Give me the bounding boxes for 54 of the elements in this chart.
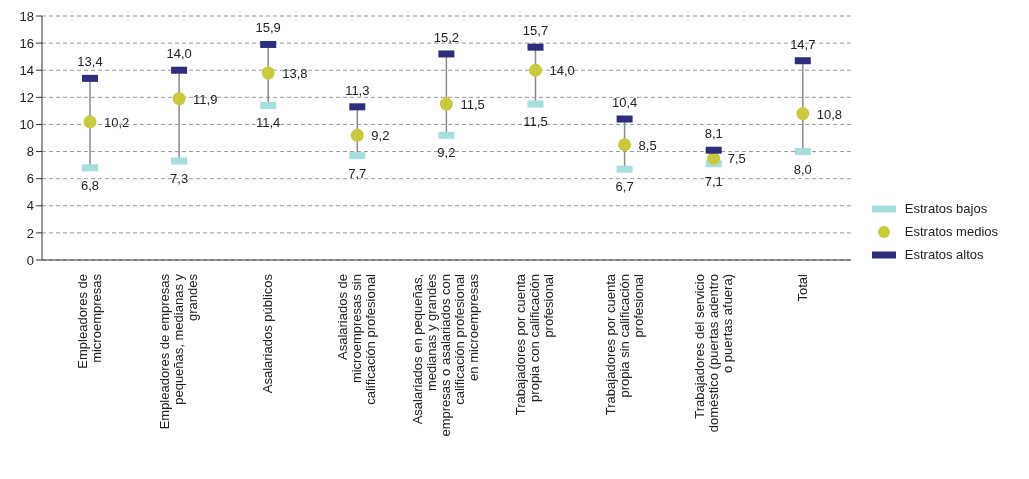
data-label: 6,7 xyxy=(615,179,634,195)
data-label: 10,4 xyxy=(611,95,638,111)
data-label: 9,2 xyxy=(371,128,390,144)
data-label: 7,7 xyxy=(348,165,367,181)
y-tick-label: 18 xyxy=(19,8,34,24)
y-tick-label: 0 xyxy=(26,252,34,268)
legend-label: Estratos altos xyxy=(903,247,985,262)
y-tick-label: 12 xyxy=(19,89,34,105)
data-label: 11,9 xyxy=(193,91,218,107)
data-label: 10,8 xyxy=(816,106,843,122)
data-label: 15,7 xyxy=(522,23,549,39)
data-label: 13,8 xyxy=(282,65,308,81)
data-label: 11,5 xyxy=(523,114,548,130)
point xyxy=(618,138,632,152)
data-label: 14,0 xyxy=(549,63,575,79)
data-label: 8,1 xyxy=(704,126,723,142)
y-tick-label: 14 xyxy=(19,62,34,78)
point xyxy=(529,63,542,77)
legend-label: Estratos bajos xyxy=(903,201,989,216)
data-label: 8,0 xyxy=(793,161,812,177)
y-tick-label: 2 xyxy=(26,225,34,241)
data-label: 15,9 xyxy=(255,20,281,36)
x-tick-label: Empleadores de empresas pequeñas, medianas y grandes xyxy=(157,273,201,430)
y-tick-label: 8 xyxy=(26,144,34,160)
x-tick-label: Empleadores de microempresas xyxy=(75,273,104,369)
data-label: 14,7 xyxy=(790,36,816,52)
point xyxy=(796,107,810,121)
x-tick-label: Total xyxy=(794,273,810,302)
point xyxy=(261,66,275,80)
data-label: 11,3 xyxy=(345,82,370,98)
y-tick-label: 6 xyxy=(26,171,34,187)
point xyxy=(350,128,364,142)
data-label: 10,2 xyxy=(104,114,130,130)
point xyxy=(172,92,186,106)
data-label: 13,4 xyxy=(77,54,103,70)
legend-label: Estratos medios xyxy=(903,224,998,239)
data-label: 15,2 xyxy=(433,29,460,45)
data-label: 7,3 xyxy=(170,171,189,187)
data-label: 7,5 xyxy=(727,151,746,167)
data-label: 7,1 xyxy=(704,173,723,189)
data-label: 11,4 xyxy=(256,115,281,131)
y-tick-label: 4 xyxy=(26,198,34,214)
data-label: 11,5 xyxy=(460,97,485,113)
data-label: 14,0 xyxy=(166,46,192,62)
point xyxy=(83,115,97,129)
data-label: 6,8 xyxy=(80,177,100,193)
y-tick-label: 10 xyxy=(19,117,34,133)
x-tick-label: Trabajadores del servicio doméstico (puertas adentro o puertas afuera) xyxy=(691,274,735,433)
data-label: 9,2 xyxy=(437,145,456,161)
x-tick-label: Asalariados de microempresas sin calificación profesional xyxy=(335,273,379,405)
y-tick-label: 16 xyxy=(19,35,34,51)
x-tick-label: Asalariados públicos xyxy=(260,273,276,394)
data-label: 8,5 xyxy=(638,137,657,153)
point xyxy=(439,97,453,111)
